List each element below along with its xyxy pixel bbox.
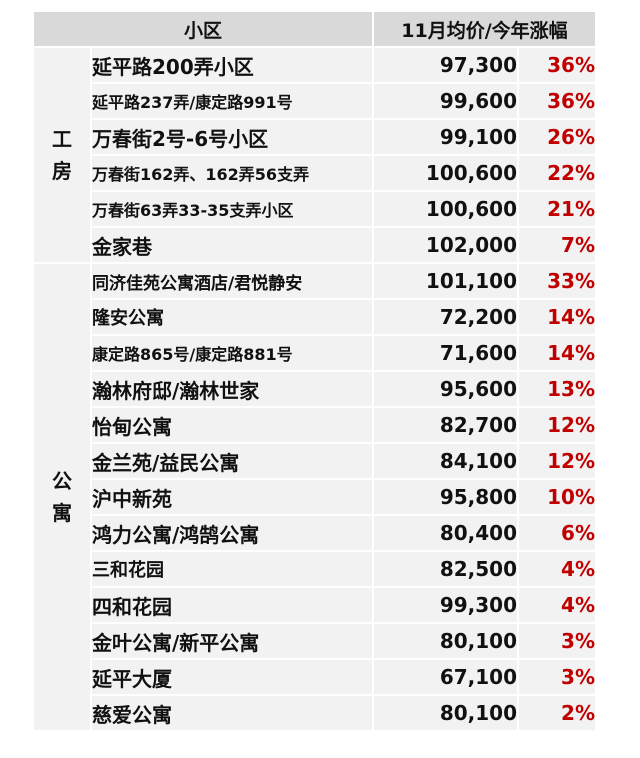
row-change: 13% [519, 372, 595, 406]
table-row: 康定路865号/康定路881号 71,600 14% [34, 336, 595, 370]
row-price: 80,100 [374, 696, 517, 730]
table-row: 延平大厦 67,100 3% [34, 660, 595, 694]
row-name: 怡甸公寓 [92, 408, 372, 442]
row-price: 72,200 [374, 300, 517, 334]
row-change: 36% [519, 84, 595, 118]
row-name: 三和花园 [92, 552, 372, 586]
row-price: 97,300 [374, 48, 517, 82]
row-change: 14% [519, 300, 595, 334]
table-row: 隆安公寓 72,200 14% [34, 300, 595, 334]
category-label: 工房 [52, 127, 72, 183]
table-row: 金家巷 102,000 7% [34, 228, 595, 262]
row-name: 康定路865号/康定路881号 [92, 336, 372, 370]
row-name: 慈爱公寓 [92, 696, 372, 730]
table-row: 怡甸公寓 82,700 12% [34, 408, 595, 442]
table-row: 鸿力公寓/鸿鹄公寓 80,400 6% [34, 516, 595, 550]
row-change: 36% [519, 48, 595, 82]
row-price: 95,800 [374, 480, 517, 514]
row-price: 99,300 [374, 588, 517, 622]
table-row: 万春街63弄33-35支弄小区 100,600 21% [34, 192, 595, 226]
category-label: 公寓 [52, 469, 72, 525]
row-name: 隆安公寓 [92, 300, 372, 334]
row-name: 金叶公寓/新平公寓 [92, 624, 372, 658]
table-row: 瀚林府邸/瀚林世家 95,600 13% [34, 372, 595, 406]
row-change: 12% [519, 408, 595, 442]
row-price: 84,100 [374, 444, 517, 478]
row-price: 80,100 [374, 624, 517, 658]
table-row: 延平路237弄/康定路991号 99,600 36% [34, 84, 595, 118]
row-change: 4% [519, 588, 595, 622]
row-change: 2% [519, 696, 595, 730]
row-change: 33% [519, 264, 595, 298]
row-change: 26% [519, 120, 595, 154]
row-price: 67,100 [374, 660, 517, 694]
row-name: 四和花园 [92, 588, 372, 622]
table-header: 小区 11月均价/今年涨幅 [34, 12, 595, 46]
row-name: 同济佳苑公寓酒店/君悦静安 [92, 264, 372, 298]
row-price: 100,600 [374, 156, 517, 190]
row-price: 82,500 [374, 552, 517, 586]
table-row: 万春街162弄、162弄56支弄 100,600 22% [34, 156, 595, 190]
row-price: 102,000 [374, 228, 517, 262]
header-price-change: 11月均价/今年涨幅 [374, 12, 595, 46]
row-price: 80,400 [374, 516, 517, 550]
table-row: 慈爱公寓 80,100 2% [34, 696, 595, 730]
table-row: 公寓 同济佳苑公寓酒店/君悦静安 101,100 33% [34, 264, 595, 730]
row-change: 4% [519, 552, 595, 586]
row-name: 鸿力公寓/鸿鹄公寓 [92, 516, 372, 550]
row-change: 3% [519, 624, 595, 658]
row-change: 10% [519, 480, 595, 514]
row-price: 99,100 [374, 120, 517, 154]
row-name: 沪中新苑 [92, 480, 372, 514]
table-row: 四和花园 99,300 4% [34, 588, 595, 622]
row-change: 7% [519, 228, 595, 262]
table-row: 工房 延平路200弄小区 97,300 36% [34, 48, 595, 262]
header-name: 小区 [34, 12, 372, 46]
row-name: 万春街162弄、162弄56支弄 [92, 156, 372, 190]
row-change: 12% [519, 444, 595, 478]
row-change: 14% [519, 336, 595, 370]
row-change: 6% [519, 516, 595, 550]
row-name: 金兰苑/益民公寓 [92, 444, 372, 478]
row-price: 101,100 [374, 264, 517, 298]
table-row: 金兰苑/益民公寓 84,100 12% [34, 444, 595, 478]
row-name: 延平大厦 [92, 660, 372, 694]
row-name: 万春街63弄33-35支弄小区 [92, 192, 372, 226]
category-cell: 工房 [34, 48, 90, 262]
row-price: 100,600 [374, 192, 517, 226]
category-cell: 公寓 [34, 264, 90, 730]
price-table: 小区 11月均价/今年涨幅 工房 延平路200弄小区 97,300 36% 延平… [34, 10, 595, 732]
row-change: 3% [519, 660, 595, 694]
row-name: 万春街2号-6号小区 [92, 120, 372, 154]
row-price: 95,600 [374, 372, 517, 406]
row-price: 99,600 [374, 84, 517, 118]
row-name: 金家巷 [92, 228, 372, 262]
row-price: 82,700 [374, 408, 517, 442]
row-price: 71,600 [374, 336, 517, 370]
table-row: 沪中新苑 95,800 10% [34, 480, 595, 514]
table-row: 金叶公寓/新平公寓 80,100 3% [34, 624, 595, 658]
row-name: 瀚林府邸/瀚林世家 [92, 372, 372, 406]
row-name: 延平路237弄/康定路991号 [92, 84, 372, 118]
row-change: 22% [519, 156, 595, 190]
table-row: 万春街2号-6号小区 99,100 26% [34, 120, 595, 154]
row-name: 延平路200弄小区 [92, 48, 372, 82]
row-change: 21% [519, 192, 595, 226]
table-row: 三和花园 82,500 4% [34, 552, 595, 586]
